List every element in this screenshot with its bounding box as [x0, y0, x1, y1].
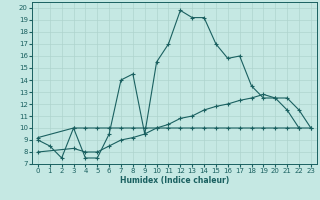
X-axis label: Humidex (Indice chaleur): Humidex (Indice chaleur)	[120, 176, 229, 185]
